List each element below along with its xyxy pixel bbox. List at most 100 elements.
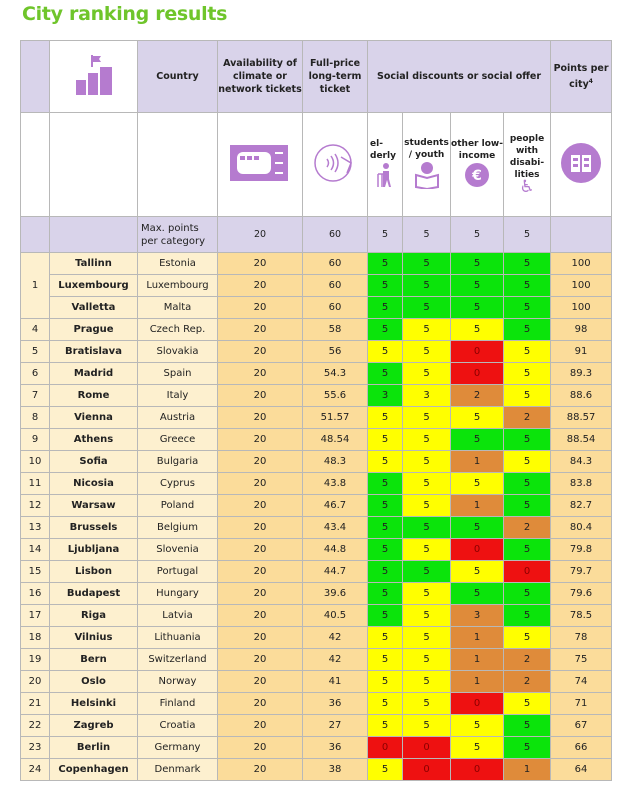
students-cell: 5 [402,274,451,297]
availability-cell: 20 [217,626,303,649]
table-row: 20 Oslo Norway 20 41 5 5 1 2 74 [20,670,613,693]
students-cell: 5 [402,296,451,319]
low-income-cell: 1 [450,626,504,649]
disabilities-cell: 5 [502,626,552,649]
country-cell: Luxembourg [137,274,218,297]
country-cell: Hungary [137,582,218,605]
low-income-cell: 5 [450,736,504,759]
students-cell: 5 [402,252,451,275]
table-row: 23 Berlin Germany 20 36 0 0 5 5 66 [20,736,613,759]
availability-cell: 20 [217,560,303,583]
low-income-cell: 2 [450,384,504,407]
availability-cell: 20 [217,274,303,297]
elderly-cell: 5 [367,252,403,275]
disabilities-subheader: people with disabi-lities ♿ [502,112,552,217]
country-cell: Denmark [137,758,218,781]
rank-cell: 21 [20,692,50,715]
rank-cell: 16 [20,582,50,605]
table-row: Valletta Malta 20 60 5 5 5 5 100 [21,296,613,319]
country-cell: Bulgaria [137,450,218,473]
disabilities-cell: 0 [502,560,552,583]
wheelchair-icon: ♿ [519,177,535,197]
blank-cell [550,216,613,253]
elderly-cell: 5 [367,516,403,539]
availability-cell: 20 [217,340,303,363]
low-income-cell: 5 [450,296,504,319]
students-cell: 5 [402,582,451,605]
rank-cell: 9 [20,428,50,451]
points-cell: 88.54 [550,428,613,451]
availability-cell: 20 [217,538,303,561]
city-cell: Warsaw [49,494,138,517]
points-header-label: Points per city [553,62,609,91]
table-row: 6 Madrid Spain 20 54.3 5 5 0 5 89.3 [20,362,613,385]
points-cell: 88.57 [550,406,613,429]
full-price-cell: 58 [302,318,368,341]
points-cell: 89.3 [550,362,613,385]
country-cell: Malta [137,296,218,319]
table-row: 17 Riga Latvia 20 40.5 5 5 3 5 78.5 [20,604,613,627]
city-cell: Budapest [49,582,138,605]
student-reading-icon [414,161,439,190]
points-cell: 66 [550,736,613,759]
students-subheader: students / youth [402,112,451,217]
points-cell: 67 [550,714,613,737]
city-cell: Berlin [49,736,138,759]
points-cell: 100 [550,274,613,297]
points-cell: 71 [550,692,613,715]
rank-cell: 10 [20,450,50,473]
rank-cell: 20 [20,670,50,693]
max-students: 5 [402,216,451,253]
points-cell: 91 [550,340,613,363]
blank-cell [20,112,50,217]
full-price-cell: 36 [302,692,368,715]
city-cell: Nicosia [49,472,138,495]
disabilities-cell: 5 [502,384,552,407]
students-cell: 5 [402,450,451,473]
elderly-cell: 5 [367,714,403,737]
elderly-cell: 5 [367,362,403,385]
table-row: 22 Zagreb Croatia 20 27 5 5 5 5 67 [20,714,613,737]
elderly-cell: 5 [367,692,403,715]
elderly-cell: 5 [367,296,403,319]
availability-cell: 20 [217,252,303,275]
country-cell: Latvia [137,604,218,627]
city-cell: Riga [49,604,138,627]
country-cell: Slovenia [137,538,218,561]
table-row: 18 Vilnius Lithuania 20 42 5 5 1 5 78 [20,626,613,649]
disabilities-cell: 2 [502,406,552,429]
city-cell: Luxembourg [49,274,138,297]
country-cell: Switzerland [137,648,218,671]
city-cell: Bratislava [49,340,138,363]
disabilities-label: people with disabi-lities [509,134,545,180]
elderly-subheader: el-derly [367,112,403,217]
students-cell: 5 [402,406,451,429]
disabilities-cell: 5 [502,736,552,759]
city-cell: Brussels [49,516,138,539]
elderly-cell: 0 [367,736,403,759]
table-row: 14 Ljubljana Slovenia 20 44.8 5 5 0 5 79.8 [20,538,613,561]
low-income-cell: 0 [450,538,504,561]
country-cell: Italy [137,384,218,407]
rank-cell: 24 [20,758,50,781]
table-row: 7 Rome Italy 20 55.6 3 3 2 5 88.6 [20,384,613,407]
disabilities-cell: 5 [502,582,552,605]
full-price-cell: 40.5 [302,604,368,627]
table-row: 10 Sofia Bulgaria 20 48.3 5 5 1 5 84.3 [20,450,613,473]
points-cell: 84.3 [550,450,613,473]
blank-cell [49,216,138,253]
low-income-cell: 5 [450,472,504,495]
availability-cell: 20 [217,318,303,341]
max-points-label: Max. points per category [137,216,218,253]
low-income-label: other low-income [451,138,503,161]
points-cell: 83.8 [550,472,613,495]
rank-cell: 22 [20,714,50,737]
city-cell: Zagreb [49,714,138,737]
blank-cell [20,216,50,253]
low-income-cell: 1 [450,494,504,517]
rank-cell: 5 [20,340,50,363]
country-cell: Spain [137,362,218,385]
country-cell: Belgium [137,516,218,539]
disabilities-cell: 5 [502,692,552,715]
availability-cell: 20 [217,296,303,319]
